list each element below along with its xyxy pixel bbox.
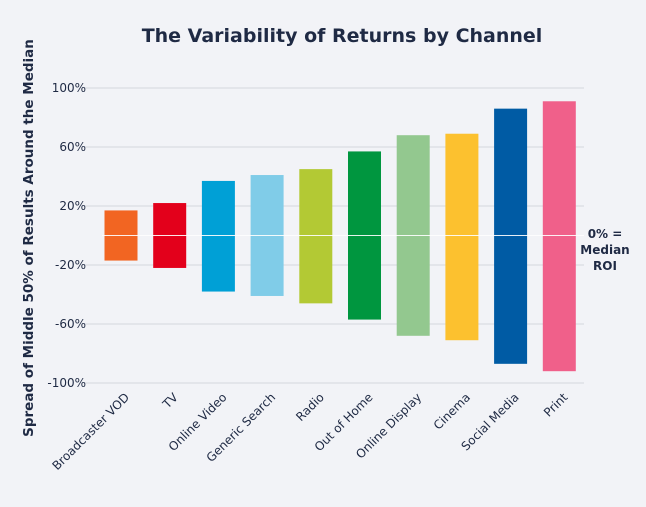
category-label: Radio — [293, 390, 327, 424]
y-tick-label: 60% — [59, 140, 86, 154]
bar-social-media — [494, 108, 528, 364]
median-annotation: 0% = Median ROI — [580, 227, 629, 273]
annotation-line-2: Median — [580, 243, 629, 257]
y-axis-label: Spread of Middle 50% of Results Around t… — [21, 39, 37, 437]
category-label: Cinema — [431, 390, 473, 432]
y-tick-label: 100% — [52, 81, 86, 95]
y-tick-label: -20% — [55, 258, 86, 272]
annotation-line-3: ROI — [593, 259, 617, 273]
y-tick-label: 20% — [59, 199, 86, 213]
chart-title: The Variability of Returns by Channel — [142, 25, 543, 47]
category-label: Print — [541, 390, 571, 420]
bars — [104, 101, 576, 372]
y-axis-ticks: -100% -60% -20% 20% 60% 100% — [47, 81, 86, 390]
annotation-line-1: 0% = — [588, 227, 623, 241]
category-label: TV — [159, 390, 181, 412]
y-tick-label: -100% — [47, 376, 86, 390]
bar-online-video — [201, 180, 235, 292]
category-label: Broadcaster VOD — [49, 390, 132, 473]
bar-cinema — [445, 133, 479, 341]
y-tick-label: -60% — [55, 317, 86, 331]
bar-print — [542, 101, 576, 372]
bar-radio — [299, 169, 333, 304]
